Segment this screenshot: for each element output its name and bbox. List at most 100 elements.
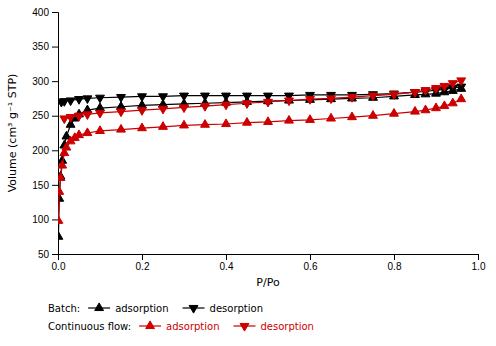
- point: [390, 91, 399, 99]
- point: [58, 216, 63, 224]
- tick-label: 0.8: [388, 261, 402, 272]
- series: [60, 78, 466, 124]
- legend: Batch:adsorptiondesorptionContinuous flo…: [48, 303, 314, 332]
- tick-label: 200: [32, 145, 49, 156]
- tick-mark: [52, 12, 58, 13]
- point: [96, 95, 105, 103]
- tick: 0.0: [52, 254, 66, 272]
- point: [58, 173, 65, 181]
- point: [222, 93, 231, 101]
- point: [411, 90, 420, 98]
- legend-item: desorption: [183, 303, 263, 314]
- tick: 0.4: [220, 254, 234, 272]
- point: [201, 93, 210, 101]
- point: [457, 94, 466, 102]
- point: [411, 106, 420, 114]
- point: [327, 96, 336, 104]
- point: [138, 123, 147, 131]
- tick-label: 0.0: [52, 261, 66, 272]
- tick-mark: [142, 254, 143, 260]
- point: [440, 101, 449, 109]
- series-line: [61, 87, 461, 102]
- legend-group-label: Continuous flow:: [48, 321, 131, 332]
- point: [180, 120, 189, 128]
- point: [369, 93, 378, 101]
- point: [222, 102, 231, 110]
- point: [159, 94, 168, 102]
- tick-label: 250: [32, 110, 49, 121]
- tick: 200: [32, 145, 58, 156]
- tick: 0.8: [388, 254, 402, 272]
- point: [369, 111, 378, 119]
- point: [306, 115, 315, 123]
- point: [180, 93, 189, 101]
- point: [457, 78, 466, 86]
- point: [285, 115, 294, 123]
- point: [58, 99, 66, 107]
- point: [411, 90, 420, 98]
- tick-label: 300: [32, 76, 49, 87]
- point: [58, 160, 67, 168]
- tick-label: 0.6: [304, 261, 318, 272]
- point: [348, 94, 357, 102]
- tick-label: 150: [32, 180, 49, 191]
- point: [432, 85, 441, 93]
- tick-mark: [478, 254, 479, 260]
- axis-line: [59, 255, 479, 261]
- point: [60, 116, 69, 124]
- plot: 0.00.20.40.60.81.05010015020025030035040…: [6, 7, 486, 289]
- legend-row: Batch:adsorptiondesorption: [48, 303, 263, 314]
- tick-mark: [52, 116, 58, 117]
- series-line: [58, 89, 461, 237]
- point: [243, 118, 252, 126]
- point: [117, 94, 126, 102]
- tick-mark: [52, 254, 58, 255]
- point: [96, 126, 105, 134]
- tick-label: 100: [32, 214, 49, 225]
- point: [243, 93, 252, 101]
- tick: 350: [32, 41, 58, 52]
- tick: 0.2: [136, 254, 150, 272]
- point: [222, 119, 231, 127]
- point: [138, 94, 147, 102]
- point: [117, 109, 126, 117]
- tick-label: 350: [32, 41, 49, 52]
- x-axis-title: P/Po: [256, 276, 280, 289]
- tick: 300: [32, 76, 58, 87]
- point: [58, 232, 63, 240]
- point: [448, 98, 457, 106]
- point: [285, 98, 294, 106]
- tick-mark: [394, 254, 395, 260]
- point: [83, 96, 92, 104]
- point: [75, 97, 84, 105]
- x-axis: 0.00.20.40.60.81.0: [52, 254, 486, 272]
- y-axis-title: Volume (cm³ g⁻¹ STP): [6, 74, 19, 193]
- tick-label: 0.4: [220, 261, 234, 272]
- series: [58, 84, 466, 107]
- point: [96, 103, 105, 111]
- point: [440, 83, 449, 91]
- legend-row: Continuous flow:adsorptiondesorption: [48, 321, 314, 332]
- point: [201, 120, 210, 128]
- legend-label: adsorption: [115, 303, 168, 314]
- point: [306, 97, 315, 105]
- point: [159, 122, 168, 130]
- point: [83, 128, 92, 136]
- point: [432, 103, 441, 111]
- tick: 150: [32, 180, 58, 191]
- point: [243, 101, 252, 109]
- point: [180, 105, 189, 113]
- point: [421, 105, 430, 113]
- marks: [58, 78, 466, 239]
- legend-marker: [189, 305, 198, 313]
- tick: 50: [38, 249, 58, 260]
- tick-mark: [52, 81, 58, 82]
- point: [264, 117, 273, 125]
- tick: 250: [32, 110, 58, 121]
- legend-marker: [95, 303, 104, 311]
- series-line: [58, 99, 461, 221]
- legend-marker: [240, 323, 249, 331]
- tick: 400: [32, 7, 58, 18]
- legend-item: adsorption: [88, 303, 168, 314]
- point: [117, 124, 126, 132]
